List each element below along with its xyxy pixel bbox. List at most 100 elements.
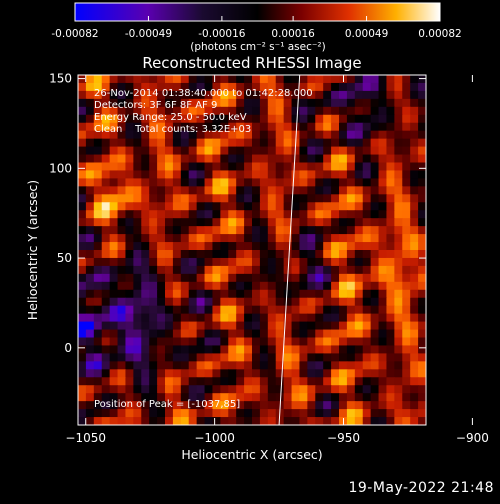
heatmap-cell [299,281,308,291]
heatmap-cell [410,162,419,172]
heatmap-cell [93,409,103,418]
heatmap-cell [386,273,395,283]
heatmap-cell [109,257,119,267]
heatmap-cell [307,154,316,164]
heatmap-cell [402,130,411,140]
heatmap-cell [117,226,127,235]
heatmap-cell [228,345,237,354]
heatmap-cell [394,194,403,203]
heatmap-cell [244,257,253,267]
heatmap-cell [204,281,214,291]
heatmap-cell [141,417,150,425]
heatmap-cell [101,417,111,425]
heatmap-cell [228,82,237,92]
heatmap-cell [101,122,111,132]
heatmap-cell [291,281,301,291]
heatmap-cell [109,122,119,132]
heatmap-cell [252,345,261,354]
heatmap-cell [117,385,127,394]
heatmap-cell [212,82,221,92]
heatmap-cell [149,353,158,362]
heatmap-cell [418,194,426,203]
heatmap-cell [283,369,293,378]
heatmap-cell [196,75,206,84]
heatmap-cell [117,186,127,195]
heatmap-cell [196,401,206,410]
heatmap-cell [212,170,221,179]
heatmap-cell [212,361,221,370]
heatmap-cell [220,417,229,425]
heatmap-cell [283,257,293,267]
heatmap-cell [307,250,316,259]
heatmap-cell [149,313,158,323]
heatmap-cell [362,75,372,84]
heatmap-cell [228,202,237,211]
heatmap-cell [362,345,372,354]
heatmap-cell [117,337,127,347]
heatmap-cell [117,401,127,410]
heatmap-cell [370,329,380,339]
heatmap-cell [212,130,221,140]
heatmap-cell [180,106,190,116]
heatmap-cell [228,234,237,243]
heatmap-cell [307,401,316,410]
heatmap-cell [394,393,403,402]
heatmap-cell [402,281,411,291]
heatmap-cell [236,218,245,227]
heatmap-cell [93,194,103,203]
heatmap-cell [117,234,127,243]
heatmap-cell [117,106,127,116]
heatmap-cell [339,281,348,291]
heatmap-cell [236,385,245,394]
heatmap-cell [394,226,403,235]
heatmap-cell [291,313,301,323]
heatmap-cell [180,281,190,291]
heatmap-cell [212,202,221,211]
heatmap-cell [299,170,308,179]
heatmap-cell [165,114,174,124]
heatmap-cell [283,130,293,140]
heatmap-cell [291,297,301,307]
heatmap-cell [165,146,174,156]
heatmap-cell [410,194,419,203]
heatmap-cell [402,385,411,394]
heatmap-cell [267,257,277,267]
heatmap-cell [101,257,111,267]
heatmap-cell [307,321,316,331]
heatmap-cell [323,273,332,283]
heatmap-cell [418,75,426,84]
heatmap-cell [394,417,403,425]
heatmap-cell [315,234,324,243]
heatmap-cell [402,329,411,339]
heatmap-cell [109,138,119,148]
heatmap-cell [291,369,301,378]
heatmap-cell [418,369,426,378]
heatmap-cell [125,106,134,116]
heatmap-cell [299,297,308,307]
heatmap-cell [93,234,103,243]
heatmap-cell [125,194,134,203]
heatmap-cell [291,75,301,84]
heatmap-cell [78,138,87,148]
heatmap-cell [204,242,214,251]
heatmap-cell [165,409,174,418]
heatmap-cell [117,281,127,291]
heatmap-cell [252,353,261,362]
heatmap-cell [165,218,174,227]
heatmap-cell [133,82,142,92]
heatmap-cell [386,210,395,219]
heatmap-cell [236,186,245,195]
heatmap-cell [252,154,261,164]
heatmap-cell [85,170,95,179]
heatmap-cell [323,202,332,211]
heatmap-cell [204,313,214,323]
heatmap-cell [93,122,103,132]
heatmap-cell [228,385,237,394]
heatmap-cell [331,122,340,132]
heatmap-cell [78,385,87,394]
heatmap-cell [125,234,134,243]
heatmap-cell [236,162,245,172]
heatmap-cell [141,329,150,339]
heatmap-cell [236,305,245,315]
heatmap-cell [149,393,158,402]
